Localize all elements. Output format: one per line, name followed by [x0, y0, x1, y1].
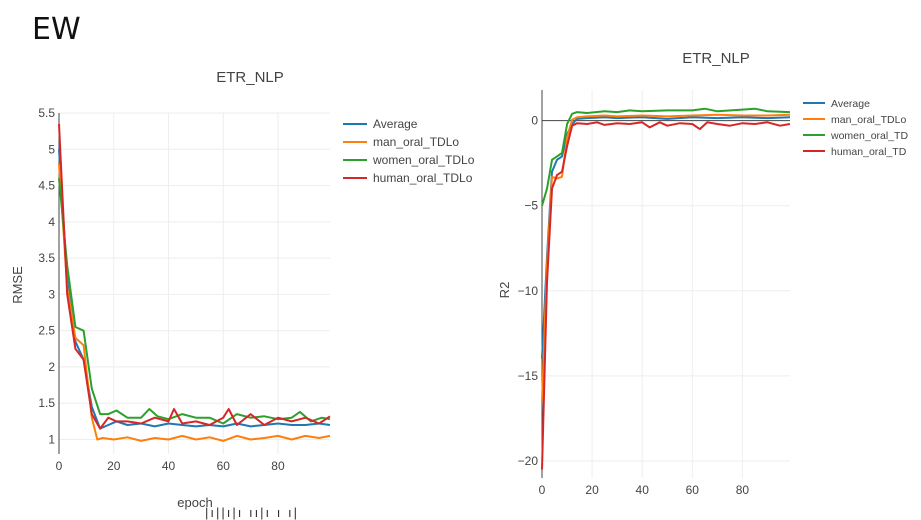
x-tick-label: 60: [217, 459, 231, 473]
series-line-women_oral_TDLo: [58, 178, 331, 425]
y-tick-label: 1.5: [38, 396, 55, 410]
y-tick-label: 2: [48, 360, 55, 374]
y-tick-label: 3.5: [38, 251, 55, 265]
legend-label-Average: Average: [373, 117, 418, 131]
series-line-human_oral_TDLo: [58, 123, 331, 430]
chart-left-legend: Average man_oral_TDLo women_oral_TDLohuman…: [343, 117, 475, 185]
chart-left-ylabel: RMSE: [10, 266, 25, 304]
y-tick-label: 1: [48, 432, 55, 446]
x-tick-label: 80: [271, 459, 285, 473]
legend-label-human_oral_TDLo: human_oral_TDLo: [373, 171, 473, 185]
y-tick-label: 4.5: [38, 179, 55, 193]
y-tick-label: 5: [48, 142, 55, 156]
series-line-Average: [58, 149, 331, 430]
y-tick-label: 4: [48, 215, 55, 229]
y-tick-label: 3: [48, 287, 55, 301]
series-line-man_oral_TDLo: [58, 163, 331, 442]
page-heading: EW: [32, 12, 81, 47]
chart-left-title: ETR_NLP: [216, 69, 284, 86]
chart-left-xlabel: epoch: [177, 495, 212, 510]
legend-label-man_oral_TDLo: man_oral_TDLo: [373, 135, 459, 149]
x-tick-label: 20: [107, 459, 121, 473]
legend-label-women_oral_TDLo: women_oral_TDLo: [372, 153, 475, 167]
y-tick-label: 2.5: [38, 324, 55, 338]
x-tick-label: 40: [162, 459, 176, 473]
y-tick-label: 5.5: [38, 106, 55, 120]
x-tick-label: 0: [56, 459, 63, 473]
